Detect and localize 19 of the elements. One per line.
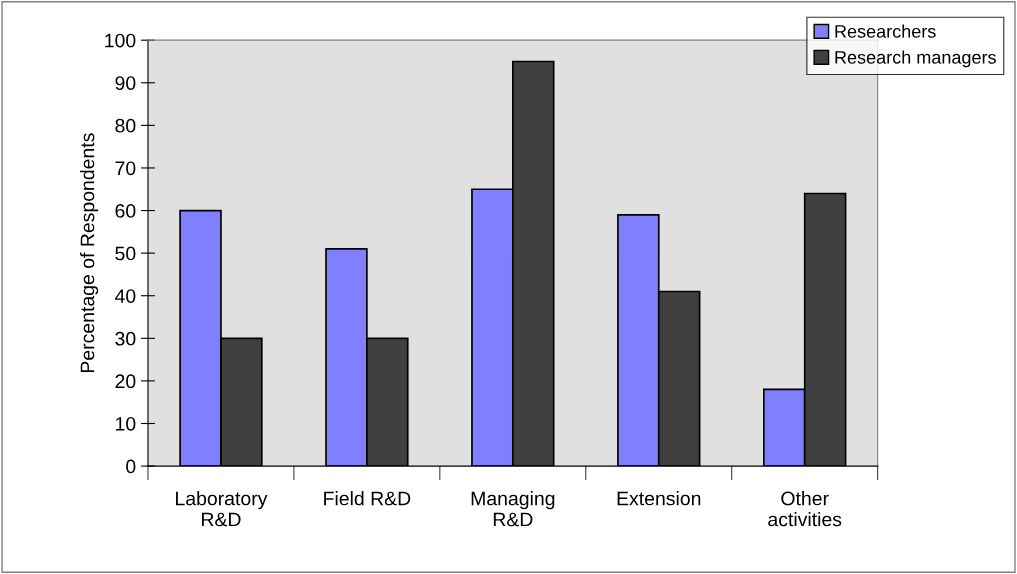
y-tick-label: 60 [115,204,136,218]
y-tick-label: 30 [115,331,136,346]
y-tick-label: 70 [115,161,136,176]
y-tick-label: 80 [115,118,136,133]
x-tick-label: Laboratory R&D [176,491,268,527]
legend-label: Research managers [835,50,996,68]
y-tick-label: 50 [115,246,136,261]
y-tick-label: 100 [105,33,136,48]
x-tick-label: Other activities [768,491,842,527]
y-tick-label: 0 [126,459,136,474]
y-axis-title: Percentage of Respondents [80,133,99,373]
y-tick-label: 20 [115,374,136,389]
x-tick-label: Managing R&D [471,491,555,527]
x-tick-label: Field R&D [324,491,411,506]
y-tick-label: 10 [116,416,136,431]
x-tick-label: Extension [617,491,701,506]
legend-label: Researchers [835,24,936,38]
y-tick-label: 40 [114,289,136,303]
y-tick-label: 90 [115,76,136,91]
